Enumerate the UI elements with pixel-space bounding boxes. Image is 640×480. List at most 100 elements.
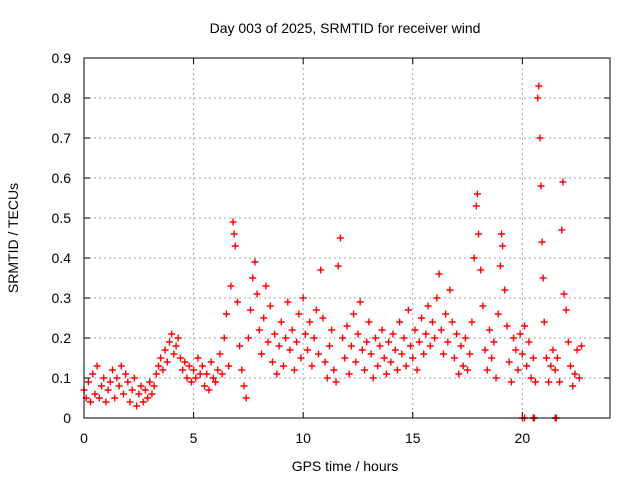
y-tick-label: 0.8 bbox=[52, 90, 72, 106]
data-point bbox=[459, 362, 467, 370]
data-point bbox=[571, 370, 579, 378]
data-point bbox=[126, 398, 134, 406]
data-point bbox=[492, 374, 500, 382]
data-point bbox=[439, 350, 447, 358]
data-point bbox=[271, 330, 279, 338]
data-point bbox=[523, 362, 531, 370]
data-point bbox=[499, 242, 507, 250]
data-point bbox=[133, 402, 141, 410]
data-point bbox=[266, 302, 274, 310]
data-point bbox=[352, 358, 360, 366]
y-tick-label: 0.9 bbox=[52, 50, 72, 66]
data-point bbox=[174, 334, 182, 342]
data-point bbox=[424, 302, 432, 310]
data-point bbox=[387, 358, 395, 366]
data-point bbox=[192, 374, 200, 382]
data-point bbox=[535, 82, 543, 90]
data-point bbox=[534, 94, 542, 102]
data-point bbox=[159, 366, 167, 374]
data-point bbox=[356, 298, 364, 306]
data-point bbox=[455, 370, 463, 378]
data-point bbox=[293, 338, 301, 346]
data-point bbox=[389, 330, 397, 338]
data-point bbox=[268, 358, 276, 366]
data-point bbox=[196, 370, 204, 378]
data-point bbox=[477, 266, 485, 274]
data-point bbox=[521, 322, 529, 330]
data-point bbox=[341, 354, 349, 362]
data-point bbox=[490, 338, 498, 346]
data-point bbox=[155, 362, 163, 370]
data-point bbox=[152, 370, 160, 378]
data-point bbox=[286, 346, 294, 354]
data-point bbox=[205, 386, 213, 394]
data-point bbox=[422, 330, 430, 338]
data-point bbox=[262, 282, 270, 290]
data-point bbox=[290, 366, 298, 374]
data-point bbox=[485, 326, 493, 334]
data-point bbox=[295, 310, 303, 318]
data-point bbox=[556, 378, 564, 386]
data-point bbox=[336, 234, 344, 242]
data-point bbox=[220, 334, 228, 342]
data-point bbox=[163, 358, 171, 366]
data-point bbox=[319, 314, 327, 322]
data-point bbox=[510, 334, 518, 342]
data-point bbox=[404, 306, 412, 314]
data-point bbox=[111, 394, 119, 402]
data-point bbox=[209, 374, 217, 382]
x-axis-title: GPS time / hours bbox=[292, 458, 399, 474]
data-point bbox=[230, 230, 238, 238]
data-point bbox=[148, 390, 156, 398]
data-point bbox=[108, 366, 116, 374]
data-point bbox=[354, 330, 362, 338]
data-point bbox=[242, 394, 250, 402]
data-point bbox=[98, 382, 106, 390]
data-point bbox=[481, 346, 489, 354]
data-point bbox=[470, 254, 478, 262]
data-point bbox=[128, 386, 136, 394]
data-point bbox=[516, 330, 524, 338]
data-point bbox=[247, 306, 255, 314]
data-point bbox=[558, 226, 566, 234]
data-point bbox=[461, 334, 469, 342]
data-point bbox=[409, 354, 417, 362]
data-point bbox=[299, 294, 307, 302]
data-point bbox=[87, 398, 95, 406]
data-point bbox=[225, 362, 233, 370]
data-point bbox=[378, 326, 386, 334]
data-point bbox=[306, 318, 314, 326]
data-point bbox=[553, 354, 561, 362]
data-point bbox=[102, 398, 110, 406]
y-tick-label: 0.1 bbox=[52, 370, 72, 386]
data-point bbox=[413, 366, 421, 374]
data-point bbox=[475, 230, 482, 238]
data-point bbox=[402, 362, 410, 370]
axis-ticks: 0 0.1 0.2 0.3 0.4 0.5 0.6 0.7 0.8 0.9 0 5 10 15 20 bbox=[52, 50, 610, 446]
data-point bbox=[538, 238, 546, 246]
data-point bbox=[376, 342, 384, 350]
data-point bbox=[201, 382, 209, 390]
data-point bbox=[253, 290, 261, 298]
data-point bbox=[240, 382, 248, 390]
data-point bbox=[411, 326, 419, 334]
data-points bbox=[80, 82, 586, 422]
data-point bbox=[168, 330, 176, 338]
data-point bbox=[514, 366, 522, 374]
data-point bbox=[214, 366, 222, 374]
data-point bbox=[567, 362, 575, 370]
data-point bbox=[233, 298, 241, 306]
x-tick-label: 15 bbox=[405, 430, 421, 446]
data-point bbox=[117, 362, 125, 370]
data-point bbox=[496, 262, 504, 270]
data-point bbox=[113, 374, 121, 382]
data-point bbox=[536, 134, 544, 142]
data-point bbox=[212, 378, 219, 386]
data-point bbox=[198, 362, 206, 370]
data-point bbox=[400, 334, 408, 342]
data-point bbox=[505, 358, 513, 366]
data-point bbox=[227, 282, 235, 290]
data-point bbox=[527, 374, 535, 382]
chart-title: Day 003 of 2025, SRMTID for receiver win… bbox=[210, 20, 481, 36]
